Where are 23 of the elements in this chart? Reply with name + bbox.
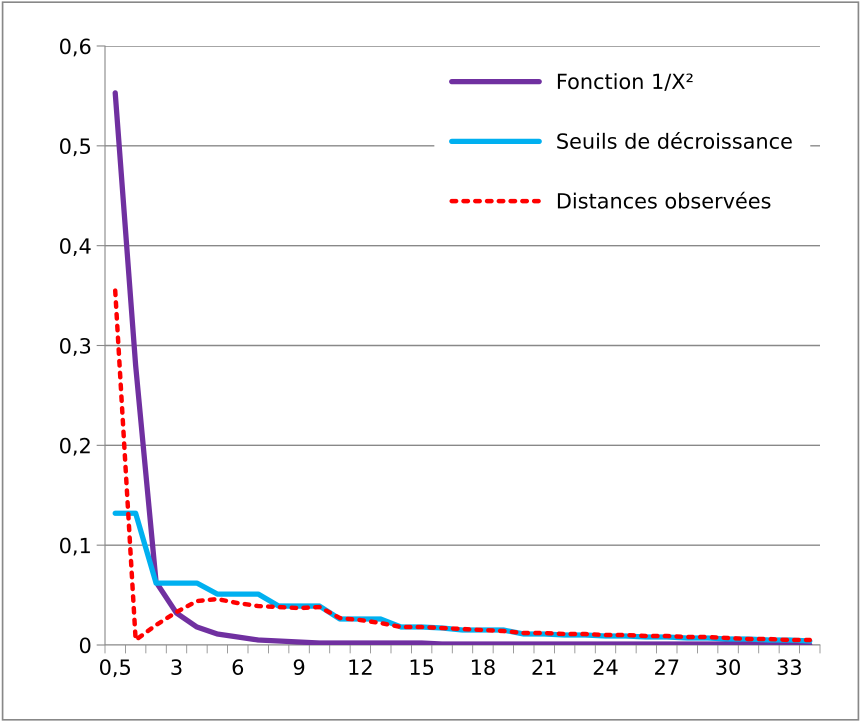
x-tick-label: 24 [594,659,618,675]
x-tick-label: 3 [171,659,182,676]
y-tick-label: 0,1 [60,538,90,556]
x-tick-label: 21 [532,659,556,675]
x-tick-label: 15 [410,660,434,676]
y-tick-label: 0,4 [60,238,91,256]
y-tick-label: 0,3 [60,338,90,356]
x-tick-label: 18 [472,659,495,676]
y-tick-label: 0,2 [60,438,90,456]
y-tick-label: 0,6 [60,38,90,56]
x-tick-label: 30 [716,659,740,676]
x-tick-label: 33 [778,659,801,676]
x-tick-label: 6 [232,659,244,676]
legend-label: Seuils de décroissance [557,132,792,149]
x-tick-label: 0,5 [100,659,130,678]
y-tick-label: 0,5 [60,138,90,156]
y-tick-label: 0 [80,637,90,654]
x-tick-label: 12 [349,659,372,675]
legend-label: Fonction 1/X² [558,73,693,91]
x-tick-label: 9 [294,659,304,676]
legend-label: Distances observées [558,192,770,209]
x-tick-label: 27 [655,659,678,675]
line-series [112,288,812,642]
